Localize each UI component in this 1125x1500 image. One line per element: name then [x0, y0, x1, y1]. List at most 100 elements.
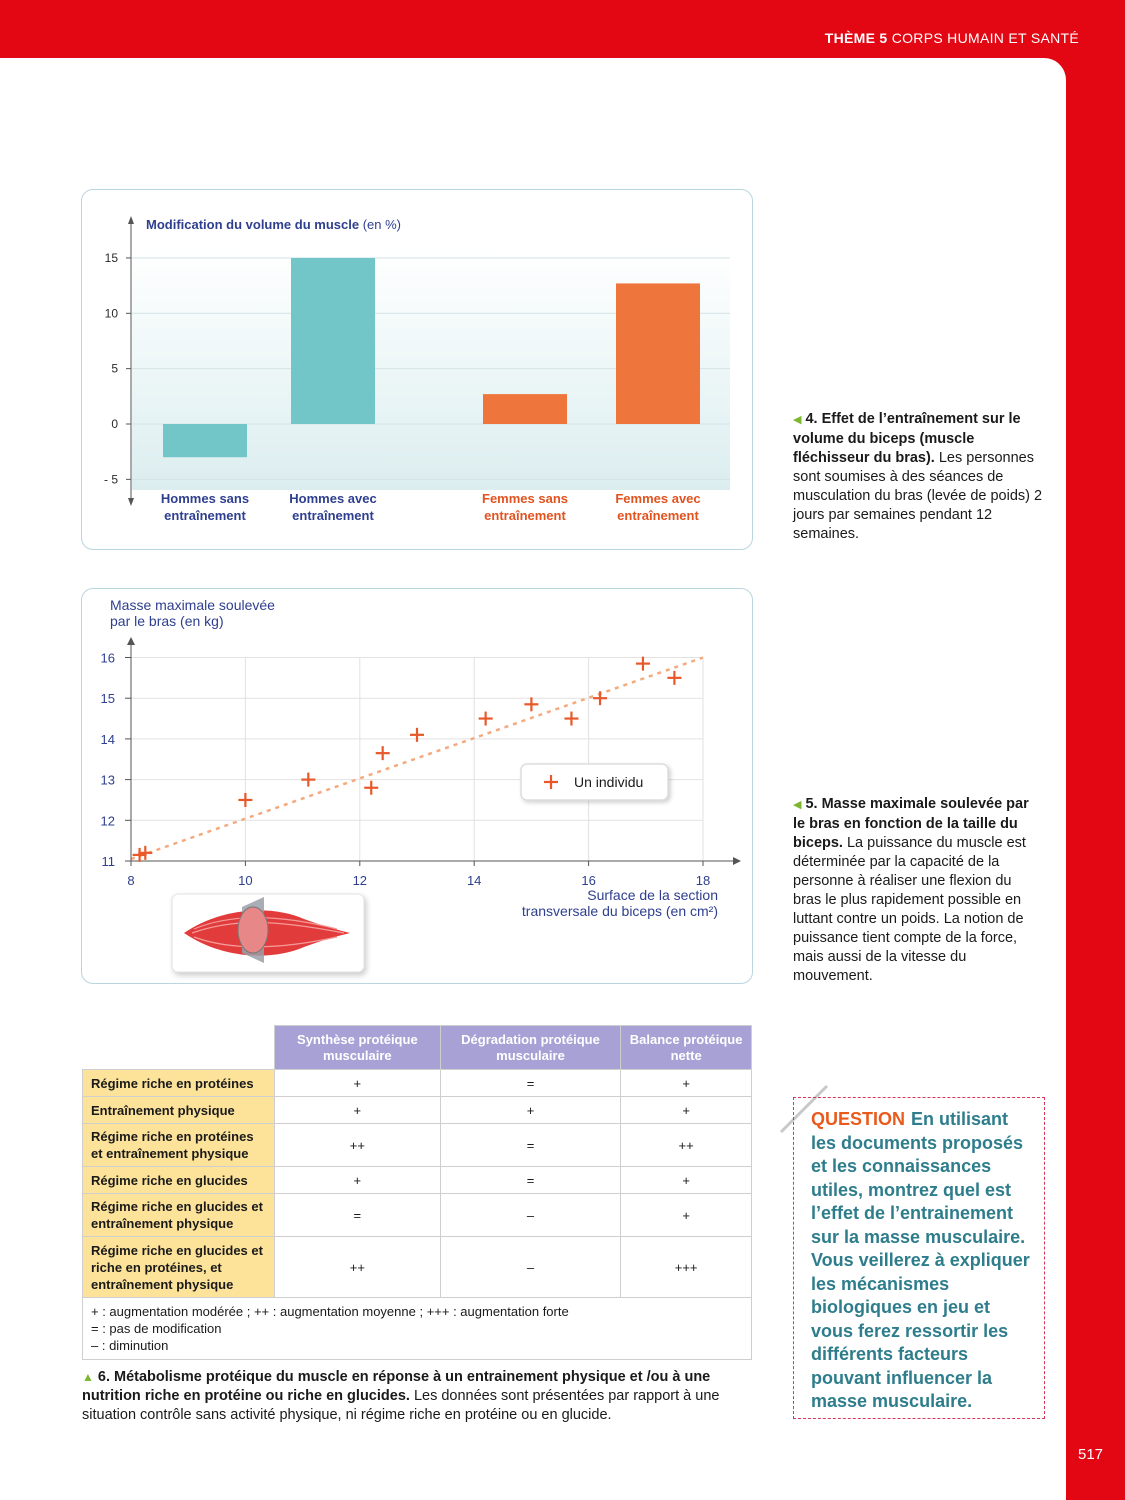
caption-doc4-text: Les personnes sont soumises à des séance… — [793, 450, 1043, 542]
caption-marker-icon: ◀ — [793, 799, 802, 811]
table-legend-row: + : augmentation modérée ; ++ : augmenta… — [82, 1297, 752, 1360]
chart2-y-axis-arrow — [127, 637, 135, 645]
category-label: entraînement — [484, 508, 566, 523]
table-legend: + : augmentation modérée ; ++ : augmenta… — [82, 1297, 752, 1360]
x-tick-label: 10 — [238, 873, 252, 888]
biceps-muscle-illustration — [171, 893, 365, 973]
y-tick-label: 16 — [101, 651, 115, 666]
legend-line: = : pas de modification — [91, 1321, 222, 1336]
question-pencil-icon — [779, 1084, 829, 1134]
cell-value: ++ — [620, 1123, 752, 1167]
row-label: Régime riche en glucides et riche en pro… — [82, 1236, 275, 1298]
data-point — [364, 780, 379, 795]
table-header-balance: Balance protéique nette — [620, 1025, 752, 1070]
caption-marker-icon: ◀ — [793, 414, 802, 426]
chart2-panel: Masse maximale soulevée par le bras (en … — [81, 588, 753, 984]
bar — [163, 424, 247, 458]
bar — [483, 394, 567, 424]
theme-label: THÈME 5 — [824, 30, 888, 46]
cell-value: + — [620, 1193, 752, 1237]
x-tick-label: 14 — [467, 873, 481, 888]
cell-value: = — [439, 1166, 622, 1194]
page-number: 517 — [1078, 1446, 1104, 1463]
y-tick-label: 0 — [111, 417, 118, 431]
cell-value: – — [439, 1193, 622, 1237]
chart1-y-axis-arrow-top — [128, 216, 134, 224]
category-label: entraînement — [292, 508, 374, 523]
caption-doc6-text: Les données sont présentées par rapport … — [82, 1388, 720, 1423]
legend-box — [520, 763, 669, 801]
category-label: Hommes sans — [161, 491, 249, 506]
bar-chart: Modification du volume du muscle (en %) … — [104, 216, 730, 523]
question-text: En utilisant les documents proposés et l… — [811, 1109, 1030, 1411]
y-tick-label: 15 — [105, 251, 119, 265]
row-label: Régime riche en glucides et entraînement… — [82, 1193, 275, 1237]
cell-value: +++ — [620, 1236, 752, 1298]
cell-value: = — [439, 1123, 622, 1167]
caption-doc4-bold: 4. Effet de l’entraînement sur le volume… — [793, 411, 1021, 466]
data-point — [410, 727, 424, 742]
chart2-xlabel-line2: transversale du biceps (en cm²) — [522, 903, 718, 919]
caption-doc4: ◀ 4. Effet de l’entraînement sur le volum… — [793, 410, 1043, 544]
y-tick-label: 13 — [101, 773, 115, 788]
data-point — [138, 845, 153, 860]
cell-value: + — [439, 1096, 622, 1124]
cell-value: ++ — [274, 1236, 441, 1298]
y-tick-label: 11 — [102, 854, 116, 869]
table-row: Régime riche en glucides + = + — [82, 1166, 752, 1194]
trend-line — [130, 656, 704, 861]
theme-title: CORPS HUMAIN ET SANTÉ — [891, 30, 1079, 46]
category-label: Femmes sans — [482, 491, 568, 506]
cell-value: + — [620, 1069, 752, 1097]
row-label: Régime riche en protéines et entraînemen… — [82, 1123, 275, 1167]
chart2-x-axis-arrow — [733, 857, 741, 865]
table-row: Régime riche en glucides et entraînement… — [82, 1193, 752, 1237]
caption-doc6-bold: 6. Métabolisme protéique du muscle en ré… — [82, 1369, 711, 1404]
table-header-degradation: Dégradation protéique musculaire — [439, 1025, 622, 1070]
chart2-legend: Un individu — [520, 763, 669, 801]
y-tick-label: 14 — [101, 732, 115, 747]
data-point — [238, 792, 253, 807]
cross-section-icon — [237, 906, 269, 954]
table-row: Entraînement physique + + + — [82, 1096, 752, 1124]
chart1-ylabel: Modification du volume du muscle (en %) — [146, 217, 401, 232]
question-label: QUESTION — [811, 1109, 906, 1129]
category-label: entraînement — [617, 508, 699, 523]
data-point — [593, 691, 608, 706]
data-point — [667, 670, 682, 685]
y-tick-label: 5 — [111, 362, 118, 376]
chart1-panel: Modification du volume du muscle (en %) … — [81, 189, 753, 550]
row-label: Régime riche en protéines — [82, 1069, 275, 1097]
data-point — [478, 711, 493, 726]
cell-value: = — [439, 1069, 622, 1097]
legend-marker-icon — [544, 775, 558, 789]
category-label: entraînement — [164, 508, 246, 523]
chart2-xlabel-line1: Surface de la section — [587, 887, 718, 903]
caption-marker-icon: ▲ — [82, 1370, 94, 1384]
x-tick-label: 18 — [696, 873, 710, 888]
table-header-synthesis: Synthèse protéique musculaire — [274, 1025, 441, 1070]
caption-doc5-text: La puissance du muscle est déterminée pa… — [793, 835, 1026, 984]
table-row: Régime riche en protéines + = + — [82, 1069, 752, 1097]
data-point — [301, 772, 316, 787]
caption-doc5: ◀ 5. Masse maximale soulevée par le bras … — [793, 795, 1043, 986]
data-point — [635, 656, 650, 671]
x-tick-label: 8 — [127, 873, 134, 888]
page-header: THÈME 5 CORPS HUMAIN ET SANTÉ — [825, 30, 1079, 46]
y-tick-label: 15 — [101, 691, 115, 706]
table-header-row: Synthèse protéique musculaire Dégradatio… — [83, 1025, 752, 1070]
cell-value: + — [274, 1166, 441, 1194]
legend-label: Un individu — [574, 774, 643, 790]
table-row: Régime riche en protéines et entraînemen… — [82, 1123, 752, 1167]
category-label: Hommes avec — [289, 491, 376, 506]
cell-value: ++ — [274, 1123, 441, 1167]
cell-value: – — [439, 1236, 622, 1298]
caption-doc5-bold: 5. Masse maximale soulevée par le bras e… — [793, 796, 1029, 851]
chart2-ylabel-line2: par le bras (en kg) — [110, 613, 224, 629]
cell-value: + — [620, 1096, 752, 1124]
data-point — [544, 775, 558, 789]
cell-value: = — [274, 1193, 441, 1237]
scatter-chart: Masse maximale soulevée par le bras (en … — [101, 597, 741, 973]
data-point — [524, 697, 539, 712]
y-tick-label: 10 — [105, 306, 119, 320]
